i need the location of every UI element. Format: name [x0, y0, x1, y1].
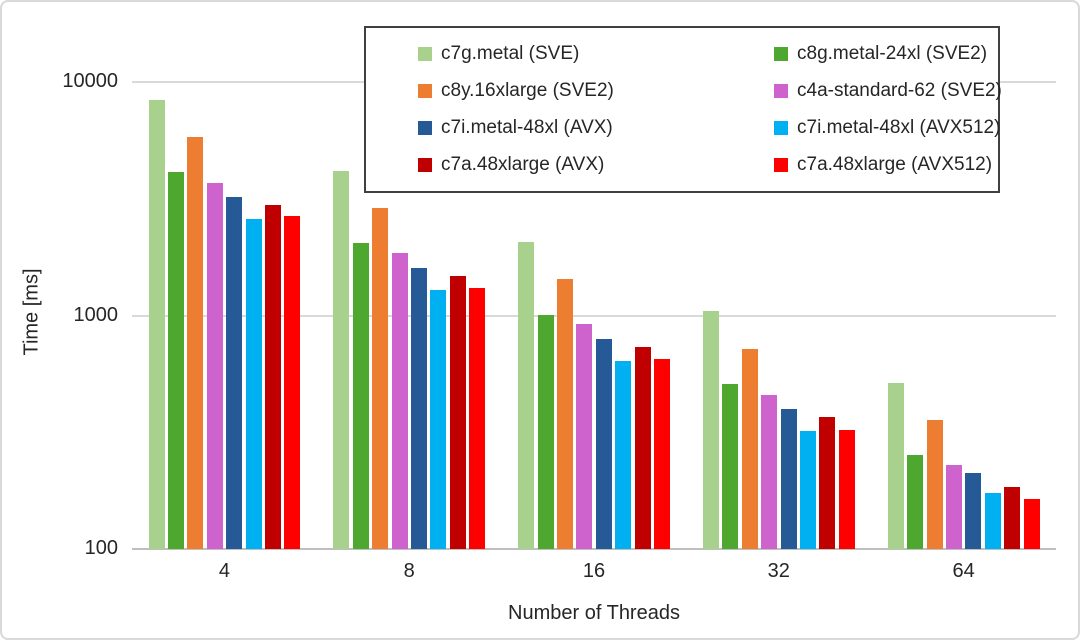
- legend-item-4: c7i.metal-48xl (AVX): [418, 111, 774, 145]
- bar-series7-threads4: [284, 216, 301, 549]
- x-axis-line: [132, 548, 1056, 550]
- bar-series6-threads32: [819, 416, 836, 549]
- legend-label: c4a-standard-62 (SVE2): [797, 80, 1002, 101]
- bar-series4-threads8: [410, 268, 427, 549]
- legend-item-2: c8y.16xlarge (SVE2): [418, 74, 774, 108]
- y-tick-label-100: 100: [84, 537, 118, 560]
- legend-item-1: c8g.metal-24xl (SVE2): [774, 37, 1002, 71]
- legend: c7g.metal (SVE) c8g.metal-24xl (SVE2) c8y.…: [364, 26, 1002, 193]
- y-gridline-1000: [132, 314, 1056, 317]
- bar-series0-threads8: [333, 171, 350, 549]
- legend-swatch-icon: [774, 84, 788, 98]
- legend-swatch-icon: [418, 121, 432, 135]
- bar-series7-threads8: [469, 288, 486, 549]
- bar-series2-threads16: [556, 278, 573, 549]
- y-tick-label-10000: 10000: [62, 70, 118, 93]
- x-tick-label-16: 16: [582, 560, 606, 582]
- legend-swatch-icon: [774, 158, 788, 172]
- bar-series4-threads16: [595, 339, 612, 549]
- bar-series2-threads4: [187, 137, 204, 549]
- bar-series6-threads64: [1004, 487, 1021, 549]
- bar-series5-threads4: [245, 219, 262, 549]
- x-tick-label-8: 8: [403, 560, 415, 582]
- bar-series5-threads8: [430, 289, 447, 549]
- bar-series1-threads32: [722, 384, 739, 549]
- legend-item-6: c7a.48xlarge (AVX): [418, 148, 774, 182]
- bar-series0-threads16: [518, 242, 535, 549]
- bar-series0-threads4: [148, 100, 165, 549]
- bar-series1-threads16: [537, 314, 554, 549]
- legend-swatch-icon: [418, 158, 432, 172]
- bar-series2-threads8: [372, 207, 389, 549]
- bar-series4-threads64: [965, 473, 982, 549]
- bar-series6-threads4: [264, 204, 281, 549]
- bar-series0-threads64: [887, 382, 904, 549]
- x-axis-title: Number of Threads: [508, 602, 680, 624]
- legend-swatch-icon: [774, 121, 788, 135]
- bar-series3-threads32: [761, 395, 778, 549]
- legend-item-7: c7a.48xlarge (AVX512): [774, 148, 1002, 182]
- legend-label: c7g.metal (SVE): [441, 43, 580, 64]
- legend-label: c7i.metal-48xl (AVX512): [797, 117, 1001, 138]
- bar-series5-threads16: [615, 361, 632, 549]
- legend-swatch-icon: [418, 84, 432, 98]
- bar-series2-threads64: [926, 419, 943, 549]
- bar-series7-threads64: [1023, 498, 1040, 549]
- bar-series7-threads16: [653, 358, 670, 549]
- bar-series1-threads4: [167, 171, 184, 549]
- bar-series6-threads8: [449, 275, 466, 549]
- legend-label: c7i.metal-48xl (AVX): [441, 117, 613, 138]
- bar-series5-threads32: [799, 431, 816, 549]
- x-tick-label-32: 32: [767, 560, 790, 582]
- bar-series4-threads32: [780, 409, 797, 549]
- bar-series3-threads4: [206, 182, 223, 549]
- legend-label: c8y.16xlarge (SVE2): [441, 80, 614, 101]
- bar-series6-threads16: [634, 346, 651, 549]
- bar-series1-threads64: [907, 455, 924, 549]
- bar-series4-threads4: [226, 196, 243, 549]
- bar-series2-threads32: [741, 349, 758, 549]
- bar-series3-threads16: [576, 324, 593, 549]
- bar-series5-threads64: [984, 493, 1001, 549]
- bar-series1-threads8: [352, 242, 369, 549]
- legend-item-5: c7i.metal-48xl (AVX512): [774, 111, 1002, 145]
- x-tick-label-4: 4: [218, 560, 230, 582]
- y-tick-label-1000: 1000: [73, 303, 119, 326]
- legend-swatch-icon: [774, 47, 788, 61]
- bar-series0-threads32: [702, 310, 719, 549]
- legend-swatch-icon: [418, 47, 432, 61]
- legend-label: c8g.metal-24xl (SVE2): [797, 43, 988, 64]
- x-tick-label-64: 64: [952, 560, 975, 582]
- legend-label: c7a.48xlarge (AVX512): [797, 154, 993, 175]
- legend-item-0: c7g.metal (SVE): [418, 37, 774, 71]
- bar-series3-threads8: [391, 252, 408, 549]
- bar-series7-threads32: [838, 429, 855, 549]
- bar-series3-threads64: [945, 465, 962, 549]
- legend-item-3: c4a-standard-62 (SVE2): [774, 74, 1002, 108]
- legend-label: c7a.48xlarge (AVX): [441, 154, 605, 175]
